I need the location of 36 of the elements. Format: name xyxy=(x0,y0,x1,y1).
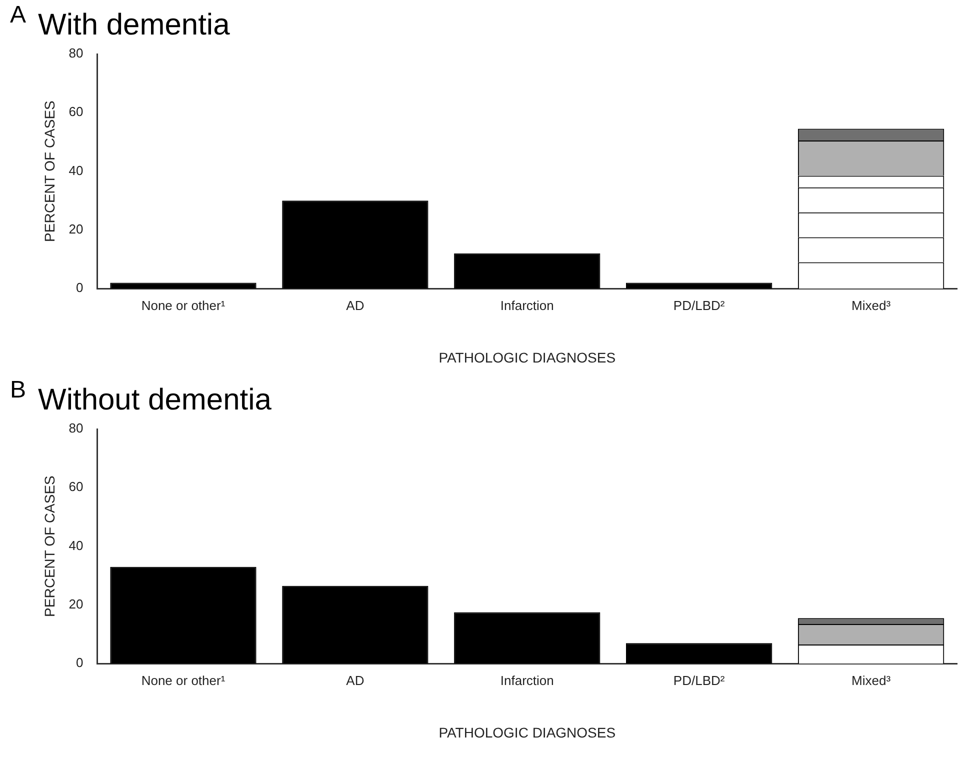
text: A xyxy=(10,2,26,29)
bar xyxy=(626,643,772,664)
x-tick-label: PD/LBD² xyxy=(673,298,726,313)
x-tick-label: Infarction xyxy=(500,298,554,313)
x-tick-label: None or other¹ xyxy=(141,672,226,688)
y-tick-label: 40 xyxy=(68,538,84,553)
y-tick-label: 60 xyxy=(68,104,84,120)
bar xyxy=(454,612,600,664)
y-axis-title: PERCENT OF CASES xyxy=(41,476,58,617)
bar xyxy=(454,253,600,289)
x-axis-title: PATHOLOGIC DIAGNOSES xyxy=(438,349,616,366)
y-tick-label: 80 xyxy=(68,420,84,436)
x-tick-label: AD xyxy=(346,672,364,688)
y-tick-label: 0 xyxy=(76,655,84,670)
bar xyxy=(110,566,256,664)
x-tick-label: Infarction xyxy=(500,672,554,688)
bar xyxy=(110,282,256,289)
y-tick-label: 20 xyxy=(68,596,84,612)
x-tick-label: None or other¹ xyxy=(141,298,226,313)
y-axis-title: PERCENT OF CASES xyxy=(41,100,58,242)
chart-title: With dementia xyxy=(38,8,230,42)
y-tick-label: 20 xyxy=(68,222,84,237)
bar xyxy=(626,282,772,289)
x-tick-label: AD xyxy=(346,298,364,313)
x-axis-title: PATHOLOGIC DIAGNOSES xyxy=(438,724,616,740)
y-tick-label: 80 xyxy=(68,46,84,61)
y-tick-label: 40 xyxy=(68,162,84,178)
x-tick-label: PD/LBD² xyxy=(673,672,726,688)
text: B xyxy=(10,376,26,404)
bar xyxy=(282,586,428,664)
chart-title: Without dementia xyxy=(38,383,272,416)
y-tick-label: 60 xyxy=(68,479,84,494)
x-tick-label: Mixed³ xyxy=(852,298,892,313)
x-tick-label: Mixed³ xyxy=(852,672,892,688)
y-tick-label: 0 xyxy=(76,280,84,296)
bar xyxy=(282,200,428,289)
